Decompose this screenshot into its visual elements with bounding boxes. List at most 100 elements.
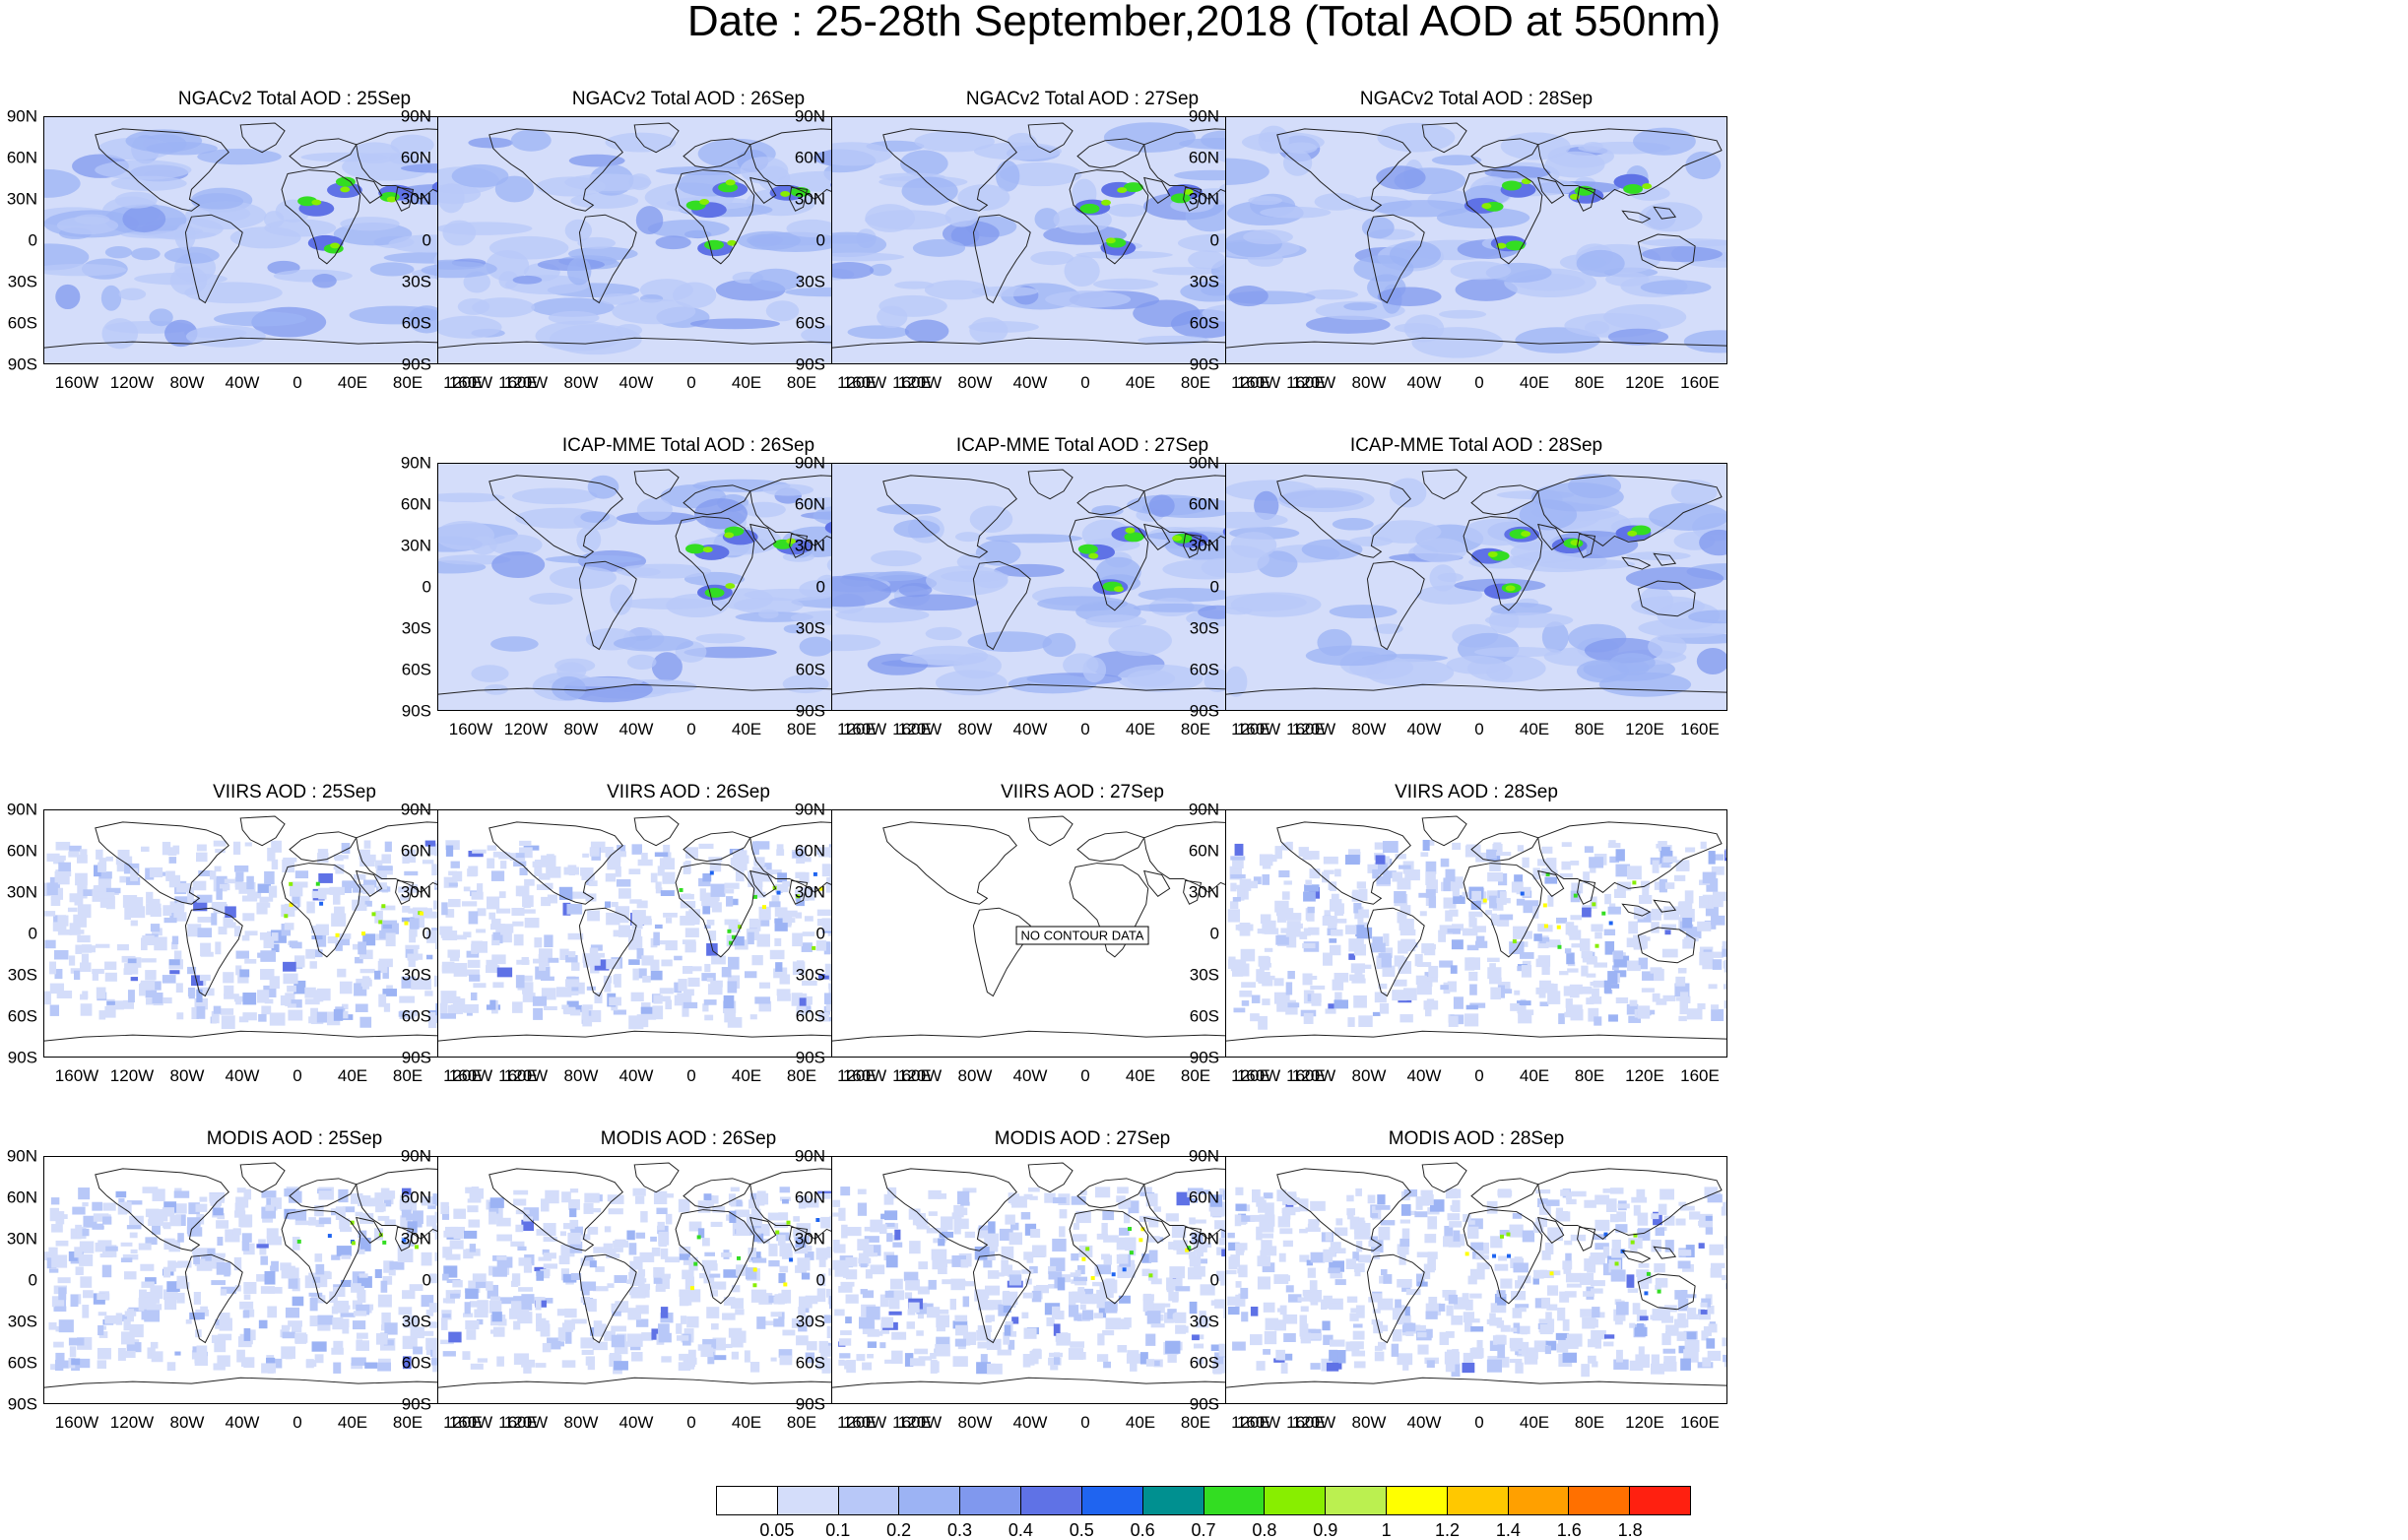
aod-swath-pixel — [377, 866, 392, 870]
aod-swath-pixel — [724, 883, 739, 889]
aod-swath-pixel — [44, 940, 55, 949]
aod-swath-pixel — [1375, 992, 1387, 1002]
aod-swath-pixel — [1259, 1221, 1273, 1233]
aod-swath-pixel — [1497, 1320, 1504, 1328]
aod-high-pixel — [361, 931, 365, 935]
aod-blob — [101, 318, 138, 349]
aod-swath-pixel — [871, 1264, 885, 1274]
aod-swath-pixel — [1308, 1268, 1316, 1278]
aod-swath-pixel — [1589, 1256, 1597, 1261]
aod-swath-pixel — [1009, 1274, 1022, 1285]
aod-swath-pixel — [748, 874, 762, 887]
lon-tick-label: 120W — [1292, 374, 1335, 391]
aod-high-pixel — [693, 1262, 697, 1266]
lon-tick-label: 40W — [619, 1067, 654, 1084]
lat-tick-label: 0 — [788, 579, 825, 596]
aod-swath-pixel — [957, 1191, 969, 1204]
aod-swath-pixel — [471, 993, 477, 1000]
aod-blob — [1277, 487, 1375, 512]
aod-swath-pixel — [1674, 875, 1685, 881]
aod-swath-pixel — [1604, 984, 1619, 989]
aod-swath-pixel — [1145, 1334, 1155, 1346]
aod-swath-pixel — [1402, 1360, 1408, 1371]
lon-tick-label: 40E — [732, 374, 761, 391]
aod-swath-pixel — [1276, 1189, 1286, 1201]
aod-swath-pixel — [1151, 1323, 1165, 1327]
aod-swath-pixel — [544, 1252, 556, 1258]
aod-blob — [125, 129, 202, 152]
aod-swath-pixel — [1567, 1284, 1582, 1288]
aod-swath-pixel — [516, 853, 525, 858]
lat-tick-label: 90N — [0, 1148, 37, 1165]
aod-swath-pixel — [235, 872, 243, 882]
aod-swath-pixel — [589, 880, 598, 886]
aod-swath-pixel — [1415, 954, 1423, 966]
aod-swath-pixel — [319, 1217, 331, 1224]
aod-swath-pixel — [1257, 1255, 1270, 1266]
aod-swath-pixel — [1468, 912, 1482, 918]
aod-swath-pixel — [685, 940, 696, 952]
aod-swath-pixel — [1709, 984, 1718, 989]
aod-blob — [186, 325, 266, 347]
aod-swath-pixel — [941, 1216, 953, 1230]
aod-swath-pixel — [1539, 988, 1546, 998]
aod-swath-pixel — [1239, 991, 1252, 997]
aod-swath-pixel — [1102, 1211, 1114, 1220]
aod-swath-pixel — [243, 1357, 254, 1368]
aod-blob — [55, 285, 80, 309]
aod-swath-pixel — [1074, 1277, 1087, 1281]
aod-swath-pixel — [1232, 1342, 1246, 1351]
aod-high-pixel — [1483, 899, 1487, 903]
aod-swath-pixel — [880, 1214, 896, 1220]
aod-swath-pixel — [290, 940, 298, 947]
aod-swath-pixel — [1095, 1187, 1110, 1197]
aod-swath-pixel — [516, 960, 529, 965]
aod-blob — [1260, 207, 1331, 219]
aod-swath-pixel — [1299, 1229, 1308, 1233]
lon-tick-label: 40W — [1407, 721, 1442, 738]
lat-tick-label: 30S — [788, 967, 825, 984]
lon-tick-label: 120W — [504, 1414, 548, 1431]
aod-swath-pixel — [885, 1291, 894, 1298]
aod-swath-pixel — [102, 1203, 115, 1211]
aod-swath-pixel — [377, 1363, 391, 1372]
aod-swath-pixel — [490, 1297, 500, 1301]
aod-swath-pixel — [1448, 1213, 1461, 1220]
aod-swath-pixel — [448, 1332, 461, 1343]
aod-blob — [673, 283, 716, 308]
aod-swath-pixel — [612, 1304, 618, 1313]
aod-swath-pixel — [609, 997, 621, 1006]
lon-tick-label: 40E — [732, 1067, 761, 1084]
aod-swath-pixel — [661, 959, 672, 966]
aod-blob — [955, 532, 981, 542]
lon-tick-label: 40E — [1126, 1414, 1155, 1431]
aod-swath-pixel — [472, 941, 488, 953]
aod-swath-pixel — [141, 958, 156, 962]
lon-tick-label: 120W — [504, 1067, 548, 1084]
aod-swath-pixel — [58, 1287, 66, 1300]
aod-swath-pixel — [584, 1203, 594, 1214]
aod-swath-pixel — [1119, 1296, 1131, 1304]
aod-blob — [1045, 290, 1131, 307]
aod-swath-pixel — [195, 1204, 207, 1212]
aod-swath-pixel — [1024, 1194, 1033, 1200]
aod-map — [1226, 1157, 1726, 1403]
aod-swath-pixel — [1345, 1342, 1359, 1352]
lat-tick-label: 30N — [1182, 538, 1219, 554]
aod-swath-pixel — [653, 995, 662, 1003]
aod-swath-pixel — [905, 1280, 920, 1290]
aod-high-pixel — [777, 891, 781, 895]
aod-swath-pixel — [1235, 1214, 1241, 1226]
aod-swath-pixel — [1252, 995, 1261, 1003]
map-area — [1225, 116, 1727, 364]
aod-swath-pixel — [936, 1315, 949, 1327]
aod-swath-pixel — [1428, 1251, 1438, 1259]
lat-tick-label: 90N — [1182, 802, 1219, 818]
aod-swath-pixel — [935, 1344, 950, 1356]
aod-swath-pixel — [711, 884, 726, 897]
aod-blob — [690, 318, 780, 329]
aod-swath-pixel — [1146, 1359, 1154, 1367]
aod-blob — [577, 237, 616, 249]
aod-swath-pixel — [469, 1005, 479, 1013]
aod-swath-pixel — [1538, 955, 1550, 967]
